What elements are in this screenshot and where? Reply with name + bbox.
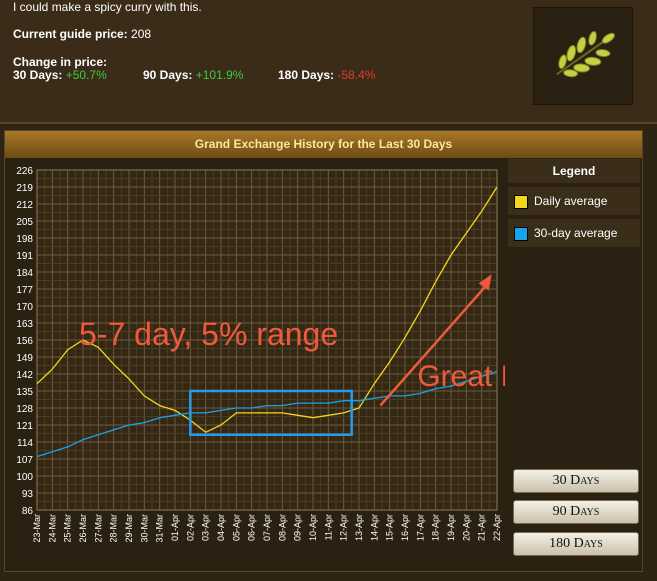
legend-title: Legend [508,159,640,183]
guide-price-line: Current guide price: 208 [13,27,151,41]
rise-arrow-icon [379,280,491,407]
y-tick-label: 191 [16,251,33,262]
x-tick-label: 22-Apr [492,514,502,541]
x-tick-label: 06-Apr [247,514,257,541]
legend-box: Legend Daily average 30-day average [508,159,640,269]
y-tick-label: 184 [16,268,33,279]
range-annotation-text: 5-7 day, 5% range [79,316,338,352]
change-30-days: 30 Days: +50.7% [13,68,107,82]
y-tick-label: 100 [16,472,33,483]
legend-swatch-daily [514,194,528,209]
range-90-days-button[interactable]: 90 Days [513,500,639,524]
range-annotation-box [189,389,353,436]
range-180-days-button[interactable]: 180 Days [513,532,639,556]
x-tick-label: 12-Apr [339,514,349,541]
y-tick-label: 86 [22,506,34,517]
y-tick-label: 219 [16,183,33,194]
change-180-label: 180 Days: [278,68,335,82]
x-tick-label: 27-Mar [93,514,103,543]
y-tick-label: 205 [16,217,33,228]
series-line-daily-average [36,186,498,434]
x-tick-label: 20-Apr [461,514,471,541]
change-30-label: 30 Days: [13,68,63,82]
x-tick-label: 09-Apr [293,514,303,541]
x-tick-label: 28-Mar [109,514,119,543]
x-tick-label: 30-Mar [139,514,149,543]
x-tick-label: 07-Apr [262,514,272,541]
x-tick-label: 29-Mar [124,514,134,543]
legend-label-daily: Daily average [534,194,608,208]
ge-history-title: Grand Exchange History for the Last 30 D… [5,131,642,158]
guide-price-label: Current guide price: [13,27,128,41]
change-90-days: 90 Days: +101.9% [143,68,243,82]
x-tick-label: 24-Mar [47,514,57,543]
change-90-label: 90 Days: [143,68,193,82]
y-tick-label: 128 [16,404,33,415]
y-tick-label: 177 [16,285,33,296]
plot-border [36,169,498,511]
x-tick-label: 23-Mar [32,514,42,543]
x-tick-label: 25-Mar [63,514,73,543]
legend-swatch-30day [514,226,528,241]
rise-annotation-text: Great Rise!!! [417,360,505,393]
x-tick-label: 02-Apr [185,514,195,541]
y-tick-label: 93 [22,489,34,500]
x-tick-label: 21-Apr [477,514,487,541]
y-tick-label: 142 [16,370,33,381]
change-180-days: 180 Days: -58.4% [278,68,375,82]
x-tick-label: 13-Apr [354,514,364,541]
y-tick-label: 212 [16,200,33,211]
x-tick-label: 31-Mar [155,514,165,543]
change-90-value: +101.9% [195,68,244,82]
price-chart: 86 93 100 107 114 121 128 135 142 149 156 163 170 177… [16,166,505,543]
series-line-30-day-average [36,370,498,458]
y-tick-label: 149 [16,353,33,364]
x-tick-label: 17-Apr [415,514,425,541]
x-tick-label: 14-Apr [369,514,379,541]
legend-item-daily: Daily average [508,187,640,215]
x-tick-label: 16-Apr [400,514,410,541]
item-image-frame [533,7,633,105]
ge-history-panel: Grand Exchange History for the Last 30 D… [4,130,643,572]
herb-leaf-icon [556,30,615,78]
x-tick-label: 15-Apr [385,514,395,541]
item-info-panel: I could make a spicy curry with this. Cu… [0,0,657,124]
y-tick-label: 156 [16,336,33,347]
change-180-value: -58.4% [337,68,376,82]
x-tick-label: 26-Mar [78,514,88,543]
x-tick-label: 03-Apr [201,514,211,541]
x-tick-label: 10-Apr [308,514,318,541]
change-in-price-label: Change in price: [13,55,108,69]
x-tick-label: 11-Apr [323,514,333,540]
x-tick-label: 18-Apr [431,514,441,541]
x-tick-label: 08-Apr [277,514,287,541]
range-30-days-button[interactable]: 30 Days [513,469,639,493]
guide-price-value: 208 [131,27,152,41]
item-examine-text: I could make a spicy curry with this. [13,0,202,14]
y-tick-label: 226 [16,166,33,177]
legend-item-30day: 30-day average [508,219,640,247]
legend-label-30day: 30-day average [534,226,618,240]
y-tick-label: 121 [16,421,33,432]
y-tick-label: 170 [16,302,33,313]
x-tick-label: 04-Apr [216,514,226,541]
y-tick-label: 198 [16,234,33,245]
x-tick-label: 19-Apr [446,514,456,541]
x-tick-label: 05-Apr [231,514,241,541]
x-tick-label: 01-Apr [170,514,180,541]
y-tick-label: 135 [16,387,33,398]
change-30-value: +50.7% [65,68,107,82]
y-tick-label: 107 [16,455,33,466]
rise-arrowhead-icon [478,274,492,291]
y-tick-label: 163 [16,319,33,330]
y-tick-label: 114 [17,438,33,449]
